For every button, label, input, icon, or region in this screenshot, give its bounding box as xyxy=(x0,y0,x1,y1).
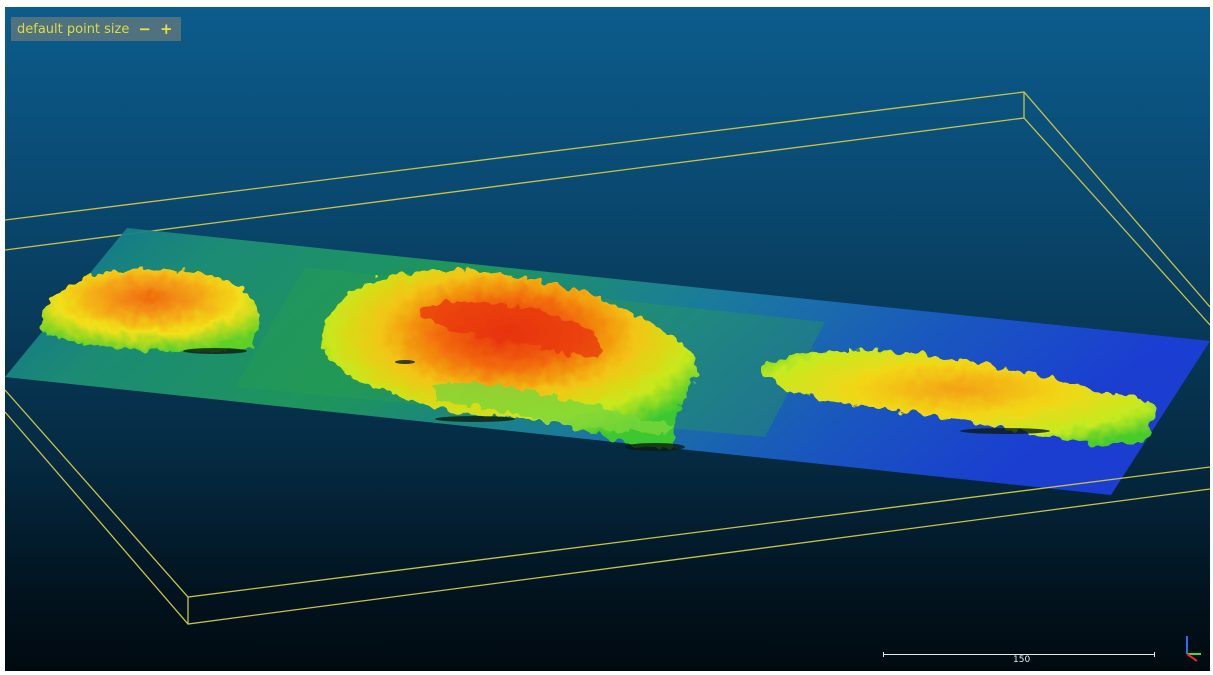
scale-bar xyxy=(883,652,1155,662)
point-size-widget: default point size − + xyxy=(11,17,181,41)
3d-viewport[interactable]: default point size − + 150 xyxy=(5,7,1210,671)
scale-bar-left-tick xyxy=(883,652,884,657)
bounding-box xyxy=(5,91,1210,326)
tree-cluster-left xyxy=(40,268,259,353)
scale-bar-right-tick xyxy=(1154,652,1155,657)
tree-cluster-center xyxy=(321,269,697,450)
axis-triad-icon xyxy=(1186,636,1201,662)
increase-point-size-button[interactable]: + xyxy=(159,19,173,38)
decrease-point-size-button[interactable]: − xyxy=(138,19,151,38)
scale-bar-value: 150 xyxy=(1013,655,1031,665)
point-size-label: default point size xyxy=(17,21,130,37)
tree-cluster-right xyxy=(761,350,1157,447)
point-cloud-scene[interactable] xyxy=(5,7,1210,671)
scale-bar-line xyxy=(883,654,1155,655)
